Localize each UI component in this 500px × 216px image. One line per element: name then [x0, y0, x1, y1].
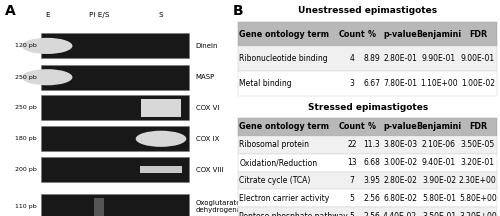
Text: 5: 5: [350, 194, 354, 203]
Text: %: %: [368, 122, 376, 131]
Text: 9.40E-01: 9.40E-01: [422, 158, 456, 167]
Text: 4: 4: [350, 54, 354, 63]
Text: 2.80E-01: 2.80E-01: [383, 54, 417, 63]
Bar: [238, 189, 498, 207]
Text: 3.50E-05: 3.50E-05: [460, 140, 495, 149]
Text: 3: 3: [350, 79, 354, 88]
Text: 3.20E-01: 3.20E-01: [461, 158, 495, 167]
Text: MASP: MASP: [196, 74, 215, 80]
Text: 5: 5: [350, 212, 354, 216]
Text: Metal binding: Metal binding: [239, 79, 292, 88]
Text: 3.20E+00: 3.20E+00: [459, 212, 496, 216]
Text: 3.80E-03: 3.80E-03: [383, 140, 417, 149]
Text: 120 pb: 120 pb: [15, 43, 37, 48]
Text: 7: 7: [350, 176, 354, 185]
Bar: [42, 65, 188, 90]
Text: Oxoglutarate
dehydrogenase: Oxoglutarate dehydrogenase: [196, 200, 250, 213]
Text: COX VI: COX VI: [196, 105, 219, 111]
Text: Unestressed epimastigotes: Unestressed epimastigotes: [298, 6, 438, 16]
Text: COX VIII: COX VIII: [196, 167, 223, 173]
Text: 6.68: 6.68: [363, 158, 380, 167]
Bar: [238, 136, 498, 154]
Text: COX IX: COX IX: [196, 136, 219, 142]
Bar: [238, 71, 498, 96]
Bar: [238, 172, 498, 189]
Text: E: E: [45, 12, 50, 18]
Text: 5.80E+00: 5.80E+00: [459, 194, 496, 203]
Text: FDR: FDR: [469, 30, 487, 38]
Text: Pentose phosphate pathway: Pentose phosphate pathway: [239, 212, 348, 216]
Text: A: A: [4, 4, 16, 18]
Bar: [238, 46, 498, 71]
Text: Oxidation/Reduction: Oxidation/Reduction: [239, 158, 318, 167]
Text: 200 pb: 200 pb: [15, 167, 37, 172]
Text: 6.67: 6.67: [363, 79, 380, 88]
Ellipse shape: [22, 69, 72, 85]
Text: 250 pb: 250 pb: [15, 105, 37, 110]
Text: p-value: p-value: [383, 122, 417, 131]
Text: 2.10E-06: 2.10E-06: [422, 140, 456, 149]
Text: 4.40E-02: 4.40E-02: [383, 212, 417, 216]
Text: Gene ontology term: Gene ontology term: [239, 122, 329, 131]
Bar: [94, 198, 104, 216]
Bar: [42, 95, 188, 120]
Text: Count: Count: [339, 30, 365, 38]
Bar: [140, 166, 181, 173]
Bar: [42, 194, 188, 216]
Text: Citrate cycle (TCA): Citrate cycle (TCA): [239, 176, 310, 185]
Bar: [238, 118, 498, 136]
Text: 3.90E-02: 3.90E-02: [422, 176, 456, 185]
Text: 7.80E-01: 7.80E-01: [383, 79, 417, 88]
Text: 3.50E-01: 3.50E-01: [422, 212, 456, 216]
Bar: [42, 33, 188, 58]
Text: 8.89: 8.89: [363, 54, 380, 63]
Bar: [238, 22, 498, 46]
Text: Ribonucleotide binding: Ribonucleotide binding: [239, 54, 328, 63]
Ellipse shape: [22, 38, 72, 54]
Text: 13: 13: [348, 158, 357, 167]
Text: Count: Count: [339, 122, 365, 131]
Bar: [142, 99, 180, 117]
Text: Gene ontology term: Gene ontology term: [239, 30, 329, 38]
Text: FDR: FDR: [469, 122, 487, 131]
Text: 3.95: 3.95: [363, 176, 380, 185]
Text: p-value: p-value: [383, 30, 417, 38]
Text: Electron carrier activity: Electron carrier activity: [239, 194, 330, 203]
Text: 180 pb: 180 pb: [15, 136, 37, 141]
Text: 1.00E-02: 1.00E-02: [461, 79, 495, 88]
Text: 22: 22: [348, 140, 357, 149]
Bar: [42, 157, 188, 182]
Text: PI E/S: PI E/S: [88, 12, 109, 18]
Text: Stressed epimastigotes: Stressed epimastigotes: [308, 103, 428, 112]
Text: B: B: [232, 4, 243, 18]
Text: 2.80E-02: 2.80E-02: [383, 176, 417, 185]
Text: S: S: [158, 12, 164, 18]
Text: 110 pb: 110 pb: [15, 204, 37, 209]
Text: 5.80E-01: 5.80E-01: [422, 194, 456, 203]
Text: 11.3: 11.3: [363, 140, 380, 149]
Text: Ribosomal protein: Ribosomal protein: [239, 140, 309, 149]
Text: 2.56: 2.56: [363, 212, 380, 216]
Text: Benjamini: Benjamini: [416, 30, 462, 38]
Ellipse shape: [136, 131, 186, 147]
Text: 9.00E-01: 9.00E-01: [461, 54, 495, 63]
Text: 6.80E-02: 6.80E-02: [383, 194, 417, 203]
Text: %: %: [368, 30, 376, 38]
Bar: [238, 207, 498, 216]
Text: 9.90E-01: 9.90E-01: [422, 54, 456, 63]
Text: Benjamini: Benjamini: [416, 122, 462, 131]
Text: Dinein: Dinein: [196, 43, 218, 49]
Text: 1.10E+00: 1.10E+00: [420, 79, 458, 88]
Bar: [42, 126, 188, 151]
Text: 250 pb: 250 pb: [15, 75, 37, 80]
Text: 2.56: 2.56: [363, 194, 380, 203]
Bar: [238, 154, 498, 172]
Text: 3.00E-02: 3.00E-02: [383, 158, 417, 167]
Text: 2.30E+00: 2.30E+00: [459, 176, 496, 185]
